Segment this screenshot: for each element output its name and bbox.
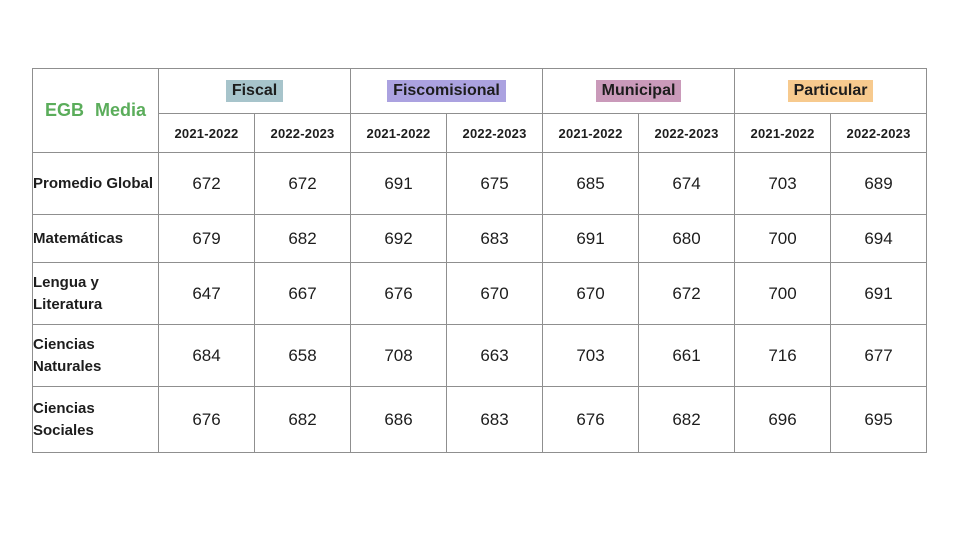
table-cell: 686 bbox=[350, 386, 448, 453]
table-cell: 670 bbox=[542, 262, 640, 325]
table-cell: 682 bbox=[253, 214, 352, 263]
table-cell: 703 bbox=[542, 324, 640, 387]
table-cell: 670 bbox=[446, 262, 544, 325]
group-header-fiscomisional: Fiscomisional bbox=[350, 68, 544, 114]
year-header: 2022-2023 bbox=[446, 113, 544, 153]
group-header-fiscal: Fiscal bbox=[157, 68, 352, 114]
table-cell: 682 bbox=[638, 386, 736, 453]
table-cell: 679 bbox=[158, 214, 255, 263]
row-label: Lengua y Literatura bbox=[32, 262, 159, 325]
table-cell: 692 bbox=[350, 214, 448, 263]
table-cell: 703 bbox=[734, 152, 832, 215]
table-cell: 691 bbox=[830, 262, 928, 325]
table-cell: 676 bbox=[350, 262, 448, 325]
group-header-particular: Particular bbox=[734, 68, 928, 114]
table-cell: 676 bbox=[158, 386, 255, 453]
table-cell: 677 bbox=[830, 324, 928, 387]
egb-media-table: EGB Media Fiscal Fiscomisional Municipal… bbox=[32, 68, 928, 453]
table-row-promedio-global: Promedio Global 672 672 691 675 685 674 … bbox=[32, 152, 928, 215]
table-cell: 684 bbox=[158, 324, 255, 387]
table-cell: 694 bbox=[830, 214, 928, 263]
table-cell: 716 bbox=[734, 324, 832, 387]
table-cell: 672 bbox=[253, 152, 352, 215]
table-cell: 674 bbox=[638, 152, 736, 215]
row-label: Ciencias Naturales bbox=[32, 324, 159, 387]
table-cell: 689 bbox=[830, 152, 928, 215]
row-label: Matemáticas bbox=[32, 214, 159, 263]
table-row-ciencias-sociales: Ciencias Sociales 676 682 686 683 676 68… bbox=[32, 386, 928, 453]
year-header: 2021-2022 bbox=[158, 113, 255, 153]
table-row-matematicas: Matemáticas 679 682 692 683 691 680 700 … bbox=[32, 214, 928, 263]
group-header-municipal-label: Municipal bbox=[595, 79, 682, 103]
group-header-particular-label: Particular bbox=[787, 79, 874, 103]
group-header-fiscal-label: Fiscal bbox=[225, 79, 284, 103]
table-cell: 708 bbox=[350, 324, 448, 387]
year-header: 2021-2022 bbox=[734, 113, 832, 153]
row-label: Promedio Global bbox=[32, 152, 159, 215]
table-cell: 683 bbox=[446, 214, 544, 263]
group-header-row: EGB Media Fiscal Fiscomisional Municipal… bbox=[32, 68, 928, 153]
year-header: 2021-2022 bbox=[542, 113, 640, 153]
table-row-lengua-literatura: Lengua y Literatura 647 667 676 670 670 … bbox=[32, 262, 928, 325]
table-cell: 667 bbox=[253, 262, 352, 325]
table-cell: 696 bbox=[734, 386, 832, 453]
group-header-municipal: Municipal bbox=[542, 68, 736, 114]
table-cell: 683 bbox=[446, 386, 544, 453]
table-cell: 680 bbox=[638, 214, 736, 263]
table-cell: 685 bbox=[542, 152, 640, 215]
table-cell: 676 bbox=[542, 386, 640, 453]
year-header: 2022-2023 bbox=[253, 113, 352, 153]
table-cell: 672 bbox=[638, 262, 736, 325]
row-label: Ciencias Sociales bbox=[32, 386, 159, 453]
table-cell: 695 bbox=[830, 386, 928, 453]
group-header-fiscomisional-label: Fiscomisional bbox=[387, 79, 506, 103]
table-title-cell: EGB Media bbox=[32, 68, 159, 153]
table-cell: 661 bbox=[638, 324, 736, 387]
table-cell: 675 bbox=[446, 152, 544, 215]
table-cell: 691 bbox=[350, 152, 448, 215]
table-cell: 700 bbox=[734, 214, 832, 263]
table-cell: 691 bbox=[542, 214, 640, 263]
table-cell: 647 bbox=[158, 262, 255, 325]
table-cell: 658 bbox=[253, 324, 352, 387]
table-cell: 663 bbox=[446, 324, 544, 387]
table-cell: 700 bbox=[734, 262, 832, 325]
table-cell: 682 bbox=[253, 386, 352, 453]
year-header: 2022-2023 bbox=[638, 113, 736, 153]
year-header-row: 2021-2022 2022-2023 2021-2022 2022-2023 … bbox=[33, 113, 928, 153]
year-header: 2021-2022 bbox=[350, 113, 448, 153]
table-title: EGB Media bbox=[44, 100, 147, 120]
table-cell: 672 bbox=[158, 152, 255, 215]
year-header: 2022-2023 bbox=[830, 113, 928, 153]
table-row-ciencias-naturales: Ciencias Naturales 684 658 708 663 703 6… bbox=[32, 324, 928, 387]
